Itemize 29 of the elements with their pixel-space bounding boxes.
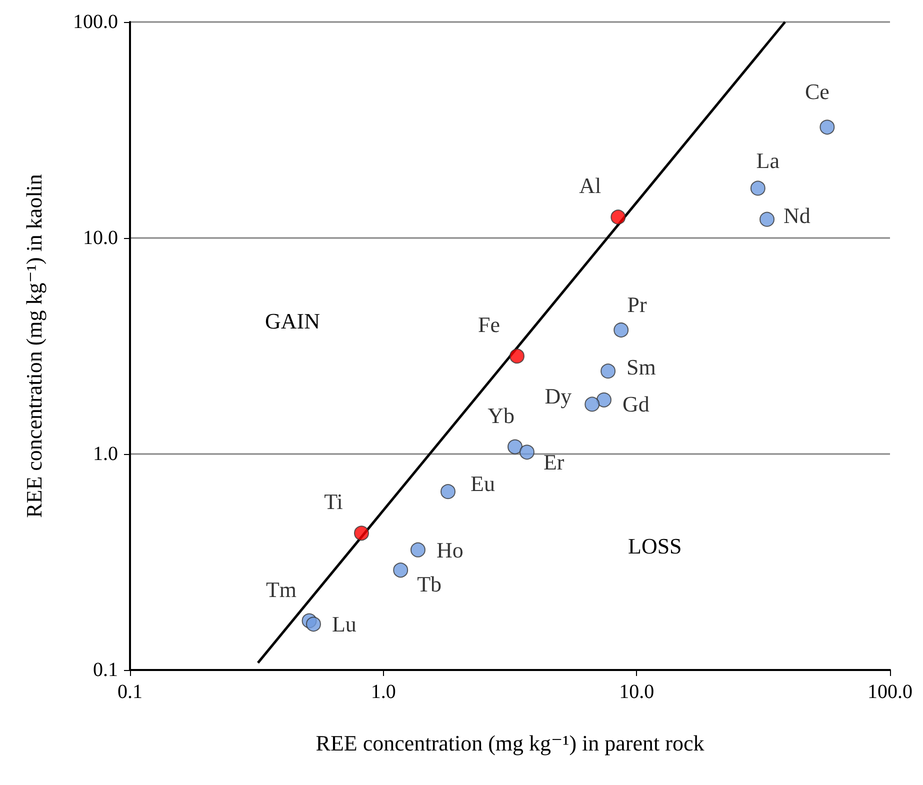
data-label: Nd (784, 202, 810, 228)
data-label: Tb (417, 572, 442, 597)
data-label: Gd (622, 391, 650, 416)
x-axis-title: REE concentration (mg kg⁻¹) in parent rock (316, 730, 704, 756)
data-label: Sm (626, 354, 656, 380)
data-label: Er (543, 450, 565, 475)
data-label: La (756, 148, 780, 174)
data-label: Tm (266, 576, 297, 602)
x-tick-label: 0.1 (118, 681, 142, 703)
annotation: LOSS (628, 534, 682, 558)
data-label: Ce (804, 79, 830, 104)
data-label: Fe (478, 312, 500, 338)
y-tick-label: 0.1 (93, 659, 118, 681)
annotation: GAIN (265, 308, 320, 334)
y-tick-label: 100.0 (73, 11, 118, 33)
y-tick-label: 10.0 (83, 227, 118, 249)
x-tick-label: 100.0 (868, 681, 912, 703)
data-label: Pr (627, 292, 648, 318)
data-label: Al (579, 173, 602, 198)
data-label: Eu (470, 471, 495, 496)
data-label: Yb (488, 402, 514, 428)
data-label: Ti (324, 489, 343, 514)
data-label: Dy (544, 384, 572, 409)
x-tick-label: 10.0 (619, 681, 654, 703)
data-label: Ho (436, 537, 464, 562)
x-tick-label: 1.0 (370, 681, 396, 703)
y-axis-title: REE concentration (mg kg⁻¹) in kaolin (22, 174, 46, 518)
y-tick-label: 1.0 (93, 443, 118, 465)
data-label: Lu (332, 612, 356, 637)
